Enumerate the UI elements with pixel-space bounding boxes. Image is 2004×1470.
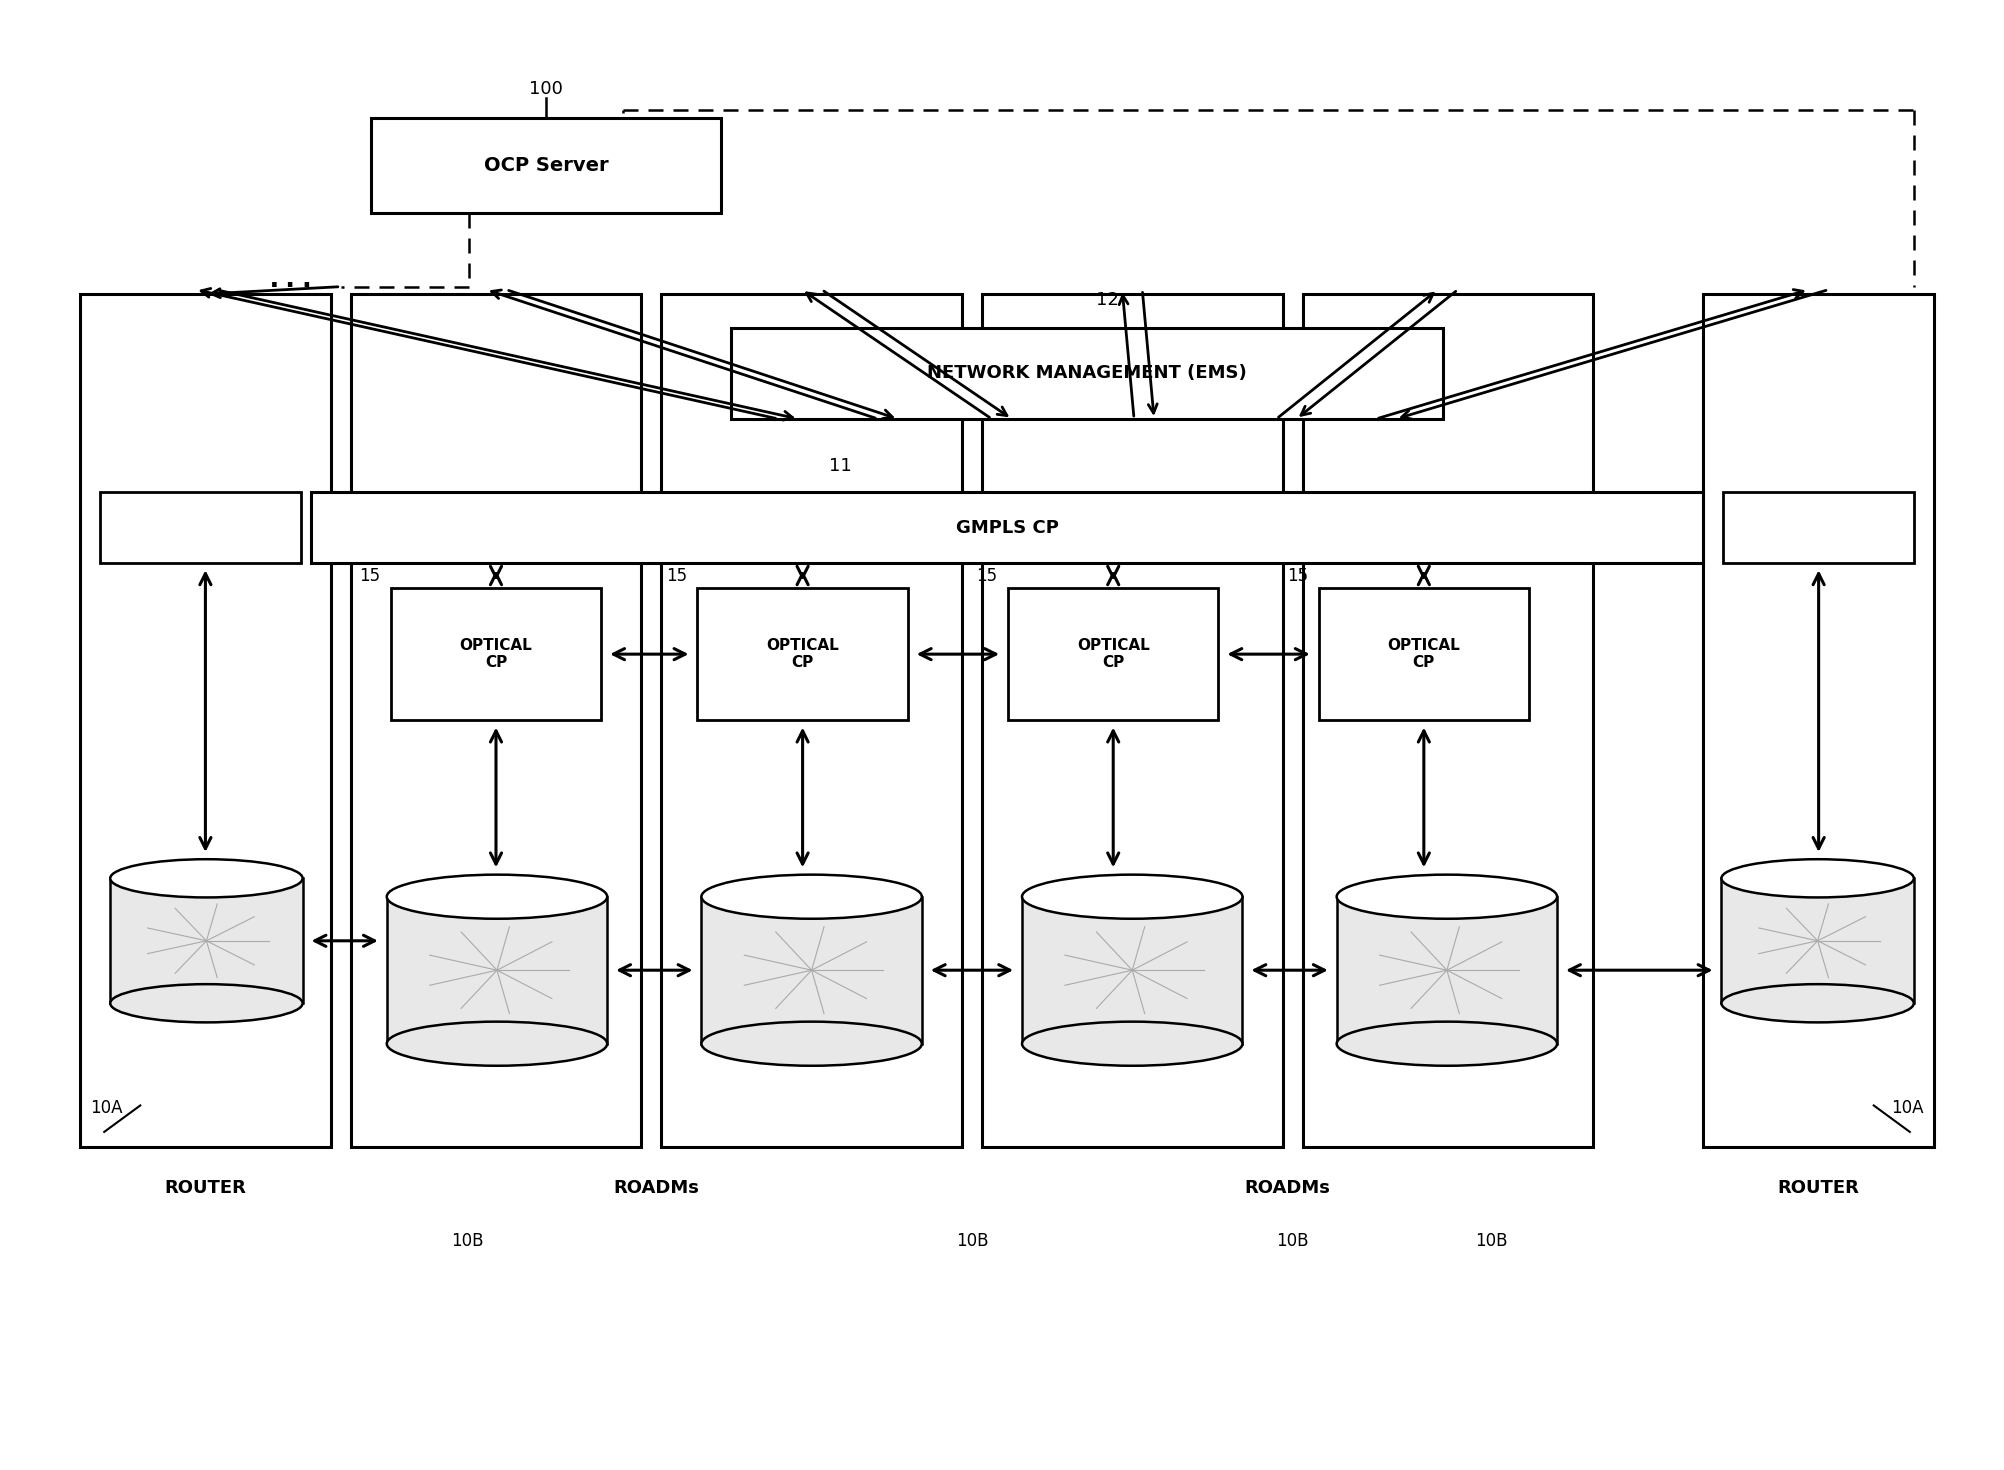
Text: 10B: 10B — [1277, 1232, 1309, 1250]
Bar — [100, 492, 301, 563]
Polygon shape — [1337, 897, 1557, 1044]
Ellipse shape — [110, 858, 303, 897]
Text: 10B: 10B — [451, 1232, 483, 1250]
Bar — [1008, 588, 1218, 720]
Ellipse shape — [1721, 985, 1914, 1023]
Ellipse shape — [110, 985, 303, 1023]
Ellipse shape — [701, 1022, 922, 1066]
Ellipse shape — [1022, 1022, 1242, 1066]
Text: 15: 15 — [1287, 566, 1309, 585]
Text: 15: 15 — [976, 566, 998, 585]
Text: NETWORK MANAGEMENT (EMS): NETWORK MANAGEMENT (EMS) — [928, 365, 1246, 382]
Text: 12: 12 — [1096, 291, 1118, 309]
Text: 100: 100 — [529, 81, 563, 98]
Text: ROUTER: ROUTER — [1778, 1179, 1860, 1197]
Bar — [731, 328, 1443, 419]
Text: 10A: 10A — [1892, 1100, 1924, 1117]
Ellipse shape — [1022, 875, 1242, 919]
Ellipse shape — [1337, 875, 1557, 919]
Text: 15: 15 — [359, 566, 381, 585]
Text: OCP Server: OCP Server — [483, 156, 609, 175]
Polygon shape — [110, 879, 303, 1003]
Bar — [982, 294, 1283, 1147]
Bar — [391, 588, 601, 720]
Text: 10A: 10A — [90, 1100, 122, 1117]
Polygon shape — [387, 897, 607, 1044]
Text: 15: 15 — [665, 566, 687, 585]
Polygon shape — [1022, 897, 1242, 1044]
Text: ROADMs: ROADMs — [613, 1179, 699, 1197]
Ellipse shape — [1721, 858, 1914, 897]
Bar — [351, 294, 641, 1147]
Bar — [80, 294, 331, 1147]
Bar — [1703, 294, 1934, 1147]
Text: 11: 11 — [828, 457, 852, 475]
Bar — [1319, 588, 1529, 720]
Polygon shape — [1721, 879, 1914, 1003]
Bar — [311, 492, 1703, 563]
Text: 10B: 10B — [1475, 1232, 1507, 1250]
Text: 10B: 10B — [956, 1232, 988, 1250]
Text: GMPLS CP: GMPLS CP — [956, 519, 1058, 537]
Bar — [371, 118, 721, 213]
Text: ROUTER: ROUTER — [164, 1179, 246, 1197]
Text: OPTICAL
CP: OPTICAL CP — [1387, 638, 1461, 670]
Ellipse shape — [387, 875, 607, 919]
Ellipse shape — [387, 1022, 607, 1066]
Text: ROADMs: ROADMs — [1244, 1179, 1331, 1197]
Ellipse shape — [1337, 1022, 1557, 1066]
Bar — [1723, 492, 1914, 563]
Ellipse shape — [701, 875, 922, 919]
Polygon shape — [701, 897, 922, 1044]
Text: OPTICAL
CP: OPTICAL CP — [766, 638, 840, 670]
Text: OPTICAL
CP: OPTICAL CP — [459, 638, 533, 670]
Bar — [661, 294, 962, 1147]
Text: OPTICAL
CP: OPTICAL CP — [1076, 638, 1150, 670]
Bar — [697, 588, 908, 720]
Text: ...: ... — [265, 265, 317, 294]
Bar — [1303, 294, 1593, 1147]
